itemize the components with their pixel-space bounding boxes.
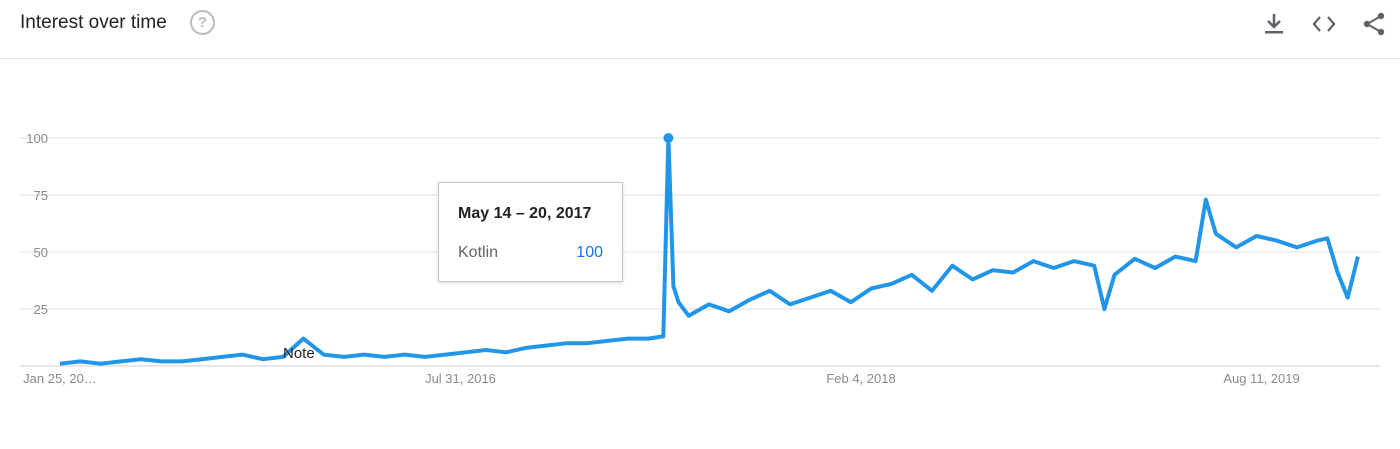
- download-icon[interactable]: [1260, 10, 1288, 38]
- help-icon[interactable]: ?: [190, 10, 215, 35]
- share-icon[interactable]: [1360, 10, 1388, 38]
- peak-point[interactable]: [663, 133, 674, 143]
- y-tick-labels: 25 50 75 100: [26, 131, 48, 317]
- x-tick-label: Jan 25, 20…: [23, 371, 97, 386]
- x-tick-label: Feb 4, 2018: [826, 371, 895, 386]
- tooltip-series-name: Kotlin: [458, 244, 499, 261]
- series-line-kotlin[interactable]: [59, 136, 1360, 366]
- chart-header: Interest over time ?: [0, 0, 1400, 59]
- y-tick-label: 50: [34, 245, 48, 260]
- tooltip-value: 100: [576, 244, 603, 261]
- y-tick-label: 100: [26, 131, 48, 146]
- hover-tooltip: May 14 – 20, 2017 Kotlin 100: [438, 182, 623, 282]
- series-layer: [59, 133, 1360, 366]
- chart-title: Interest over time: [20, 12, 167, 33]
- grid-layer: [20, 137, 1380, 367]
- x-tick-label: Aug 11, 2019: [1223, 371, 1299, 386]
- tooltip-date: May 14 – 20, 2017: [458, 205, 592, 222]
- note-annotation[interactable]: Note: [283, 345, 315, 362]
- x-tick-labels: Jan 25, 20… Jul 31, 2016 Feb 4, 2018 Aug 11…: [23, 371, 1300, 386]
- x-tick-label: Jul 31, 2016: [425, 371, 496, 386]
- embed-code-icon[interactable]: [1310, 10, 1338, 38]
- y-tick-label: 75: [34, 188, 48, 203]
- y-tick-label: 25: [34, 302, 48, 317]
